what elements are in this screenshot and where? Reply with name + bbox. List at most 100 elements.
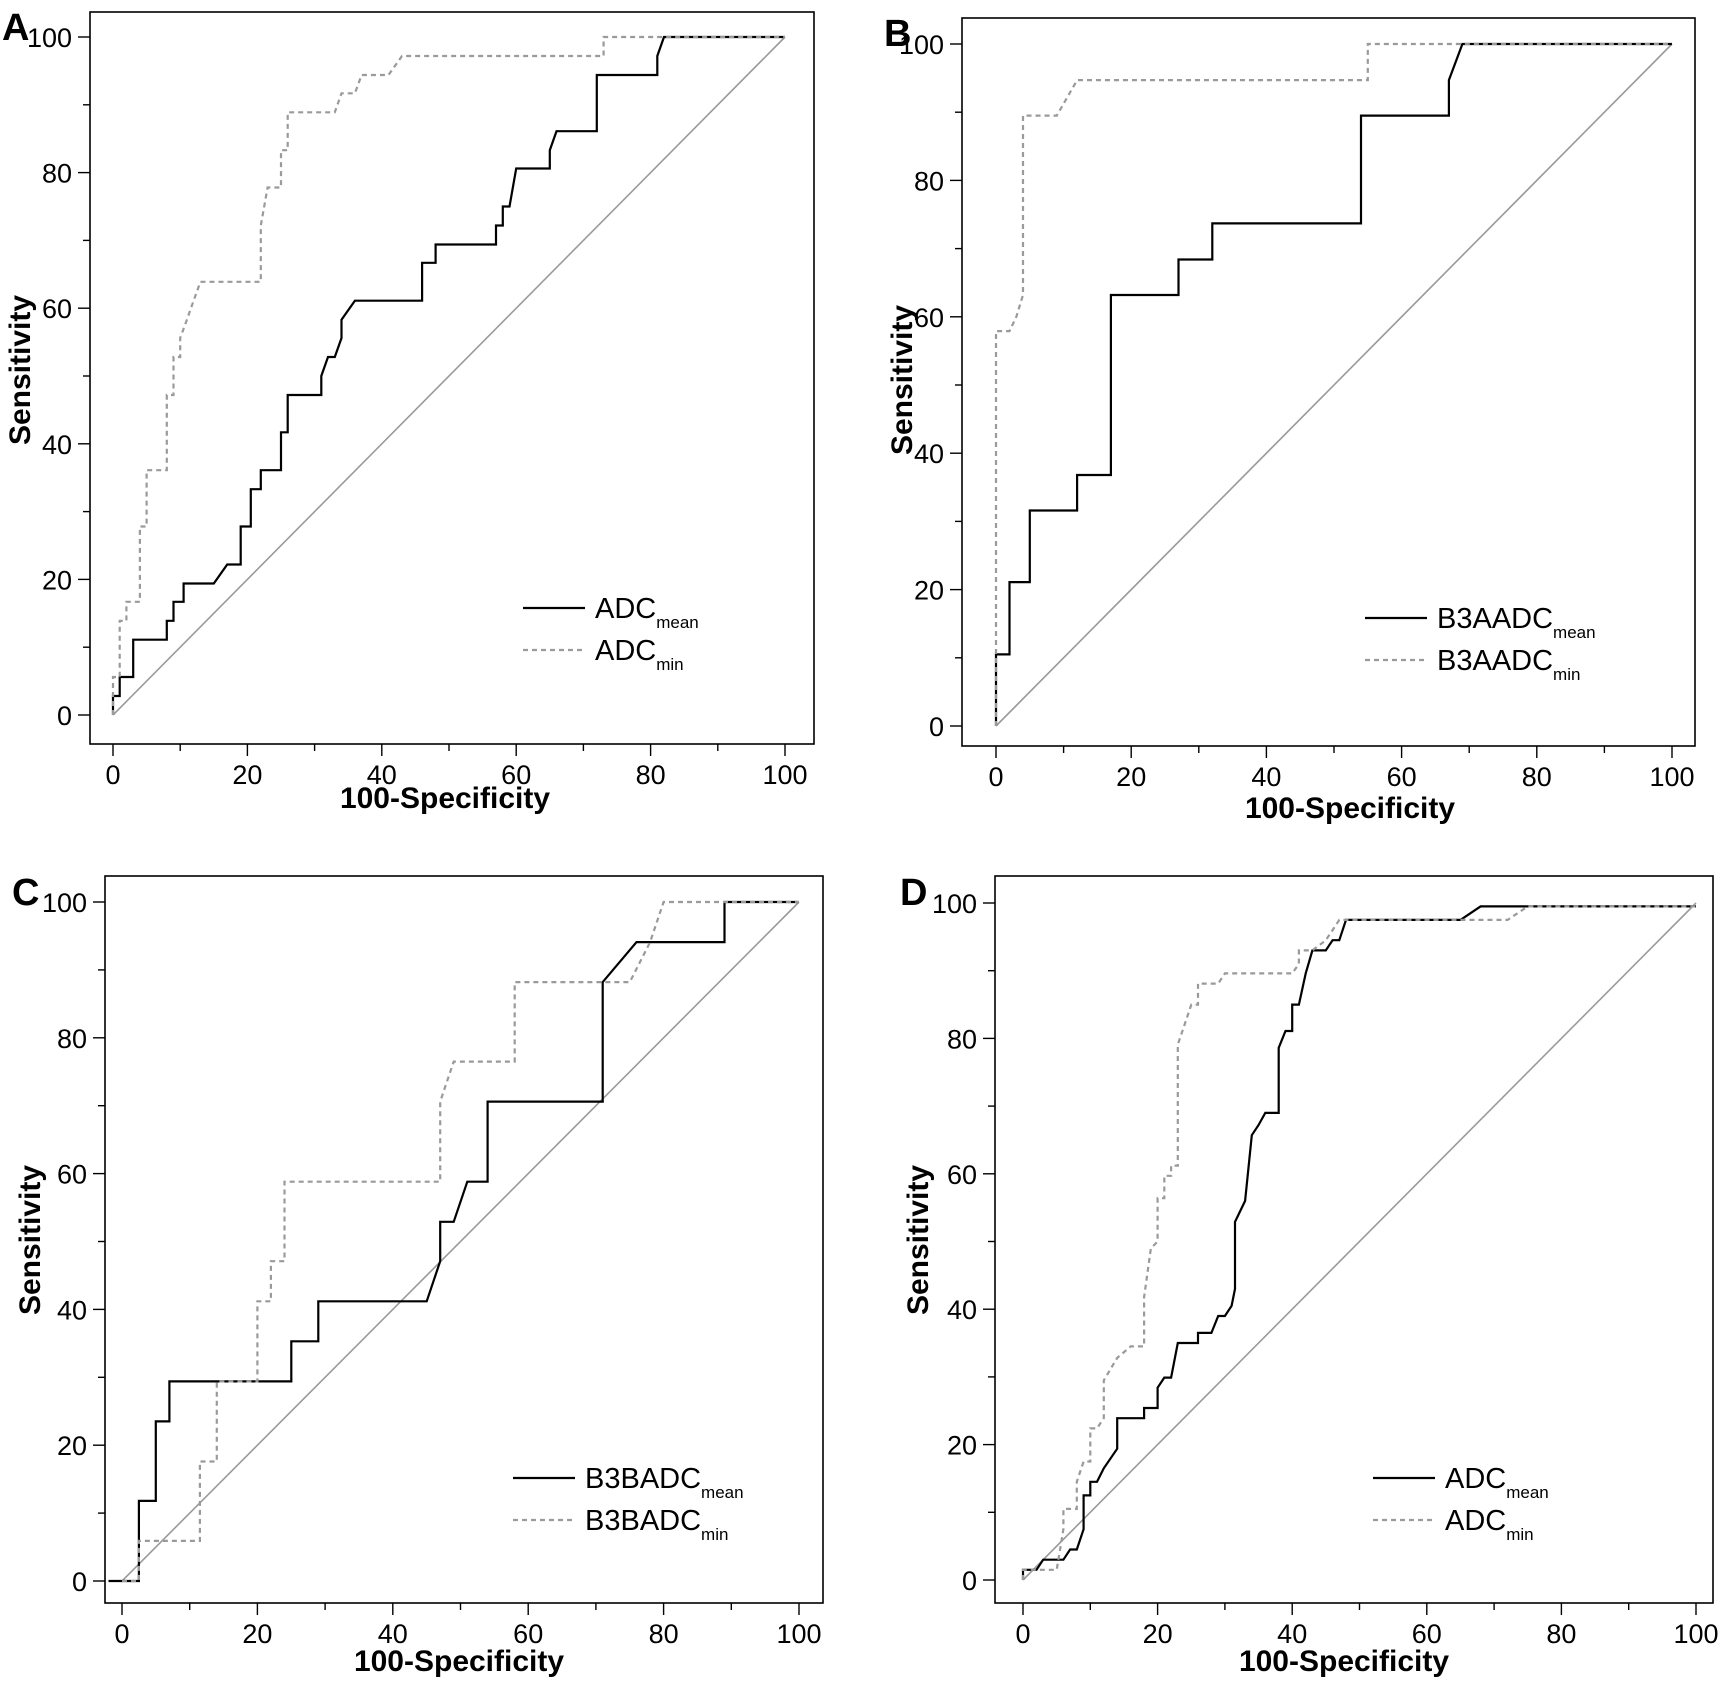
legend-label-subscript: mean [1553, 623, 1596, 642]
panel-letter: C [12, 872, 39, 914]
x-tick-label: 0 [105, 760, 120, 790]
y-tick-label: 80 [57, 1024, 87, 1054]
y-tick-label: 80 [947, 1024, 977, 1054]
y-tick-label: 60 [57, 1160, 87, 1190]
legend-label: ADCmean [595, 593, 699, 632]
y-tick-label: 40 [57, 1295, 87, 1325]
y-tick-label: 60 [42, 294, 72, 324]
legend-label: ADCmin [595, 635, 684, 674]
y-tick-label: 20 [947, 1431, 977, 1461]
y-tick-label: 0 [72, 1567, 87, 1597]
y-axis-label: Sensitivity [4, 295, 37, 445]
y-axis-label: Sensitivity [886, 305, 919, 455]
legend-label-subscript: mean [656, 613, 699, 632]
panel-letter: A [2, 7, 29, 49]
panel-c: C 0 20 40 60 80 100 0 20 40 60 80 100 100-Specificity… [12, 872, 824, 1678]
x-axis-label: 100-Specificity [1245, 792, 1455, 825]
legend-label: B3BADCmean [585, 1463, 744, 1502]
x-tick-label: 100 [1673, 1619, 1718, 1649]
panel-letter: D [900, 872, 927, 914]
x-tick-label: 60 [501, 760, 531, 790]
plot-frame [89, 11, 815, 745]
y-tick-label: 20 [914, 576, 944, 606]
x-tick-label: 60 [1412, 1619, 1442, 1649]
reference-diagonal [1022, 902, 1697, 1581]
x-tick-label: 0 [1015, 1619, 1030, 1649]
x-tick-label: 40 [1251, 762, 1281, 792]
legend-label: ADCmean [1445, 1463, 1549, 1502]
roc-curve-adc-mean [111, 35, 785, 715]
x-tick-label: 80 [649, 1619, 679, 1649]
plot-frame [104, 875, 824, 1604]
legend-label: ADCmin [1445, 1505, 1534, 1544]
panel-a: A 0 20 40 60 80 100 0 20 40 60 80 100 100-Specificity… [2, 7, 815, 815]
y-axis-label: Sensitivity [14, 1165, 47, 1315]
roc-curve-b3badc-mean [108, 900, 799, 1583]
legend-label-subscript: mean [701, 1483, 744, 1502]
panel-d: D 0 20 40 60 80 100 0 20 40 60 80 100 100-Specificity… [900, 872, 1719, 1678]
roc-curve-adc-mean [1021, 905, 1696, 1580]
roc-curve-b3aadc-min [994, 42, 1672, 726]
y-tick-label: 0 [57, 701, 72, 731]
x-tick-label: 0 [988, 762, 1003, 792]
x-tick-label: 60 [1387, 762, 1417, 792]
x-axis-label: 100-Specificity [1239, 1645, 1449, 1678]
x-tick-label: 100 [776, 1619, 821, 1649]
x-axis-label: 100-Specificity [340, 782, 550, 815]
plot-frame [961, 17, 1696, 747]
y-tick-label: 60 [914, 303, 944, 333]
y-tick-label: 40 [914, 439, 944, 469]
legend-label: B3AADCmean [1437, 603, 1596, 642]
y-tick-label: 100 [932, 889, 977, 919]
y-tick-label: 80 [914, 166, 944, 196]
roc-curve-adc-min [111, 35, 785, 715]
x-tick-label: 40 [1277, 1619, 1307, 1649]
y-tick-label: 100 [899, 30, 944, 60]
y-tick-label: 20 [42, 565, 72, 595]
y-tick-label: 40 [42, 430, 72, 460]
legend-label-subscript: mean [1506, 1483, 1549, 1502]
x-tick-label: 40 [367, 760, 397, 790]
reference-diagonal [121, 901, 800, 1582]
x-tick-label: 80 [636, 760, 666, 790]
legend-label-subscript: min [1553, 665, 1580, 684]
x-tick-label: 20 [232, 760, 262, 790]
legend-label-subscript: min [656, 655, 683, 674]
y-tick-label: 0 [962, 1566, 977, 1596]
y-axis-label: Sensitivity [902, 1165, 935, 1315]
y-tick-label: 100 [42, 888, 87, 918]
x-axis-label: 100-Specificity [354, 1645, 564, 1678]
reference-diagonal [995, 43, 1673, 727]
x-tick-label: 20 [1116, 762, 1146, 792]
plot-frame [994, 875, 1714, 1604]
roc-curve-b3aadc-mean [994, 42, 1672, 726]
x-tick-label: 0 [114, 1619, 129, 1649]
y-tick-label: 60 [947, 1160, 977, 1190]
x-tick-label: 80 [1522, 762, 1552, 792]
reference-diagonal [112, 36, 786, 716]
x-tick-label: 100 [762, 760, 807, 790]
legend-label: B3AADCmin [1437, 645, 1580, 684]
y-tick-label: 40 [947, 1295, 977, 1325]
y-tick-label: 80 [42, 159, 72, 189]
x-tick-label: 20 [1143, 1619, 1173, 1649]
legend-label-subscript: min [1506, 1525, 1533, 1544]
y-tick-label: 100 [27, 23, 72, 53]
legend-label: B3BADCmin [585, 1505, 728, 1544]
x-tick-label: 60 [513, 1619, 543, 1649]
legend-label-subscript: min [701, 1525, 728, 1544]
y-tick-label: 20 [57, 1431, 87, 1461]
x-tick-label: 100 [1649, 762, 1694, 792]
panel-letter: B [884, 13, 911, 55]
x-tick-label: 80 [1546, 1619, 1576, 1649]
roc-curve-adc-min [1021, 905, 1696, 1580]
x-tick-label: 20 [242, 1619, 272, 1649]
y-tick-label: 0 [929, 712, 944, 742]
x-tick-label: 40 [378, 1619, 408, 1649]
panel-b: B 0 20 40 60 80 100 0 20 40 60 80 100 100-Specificity… [884, 13, 1696, 825]
